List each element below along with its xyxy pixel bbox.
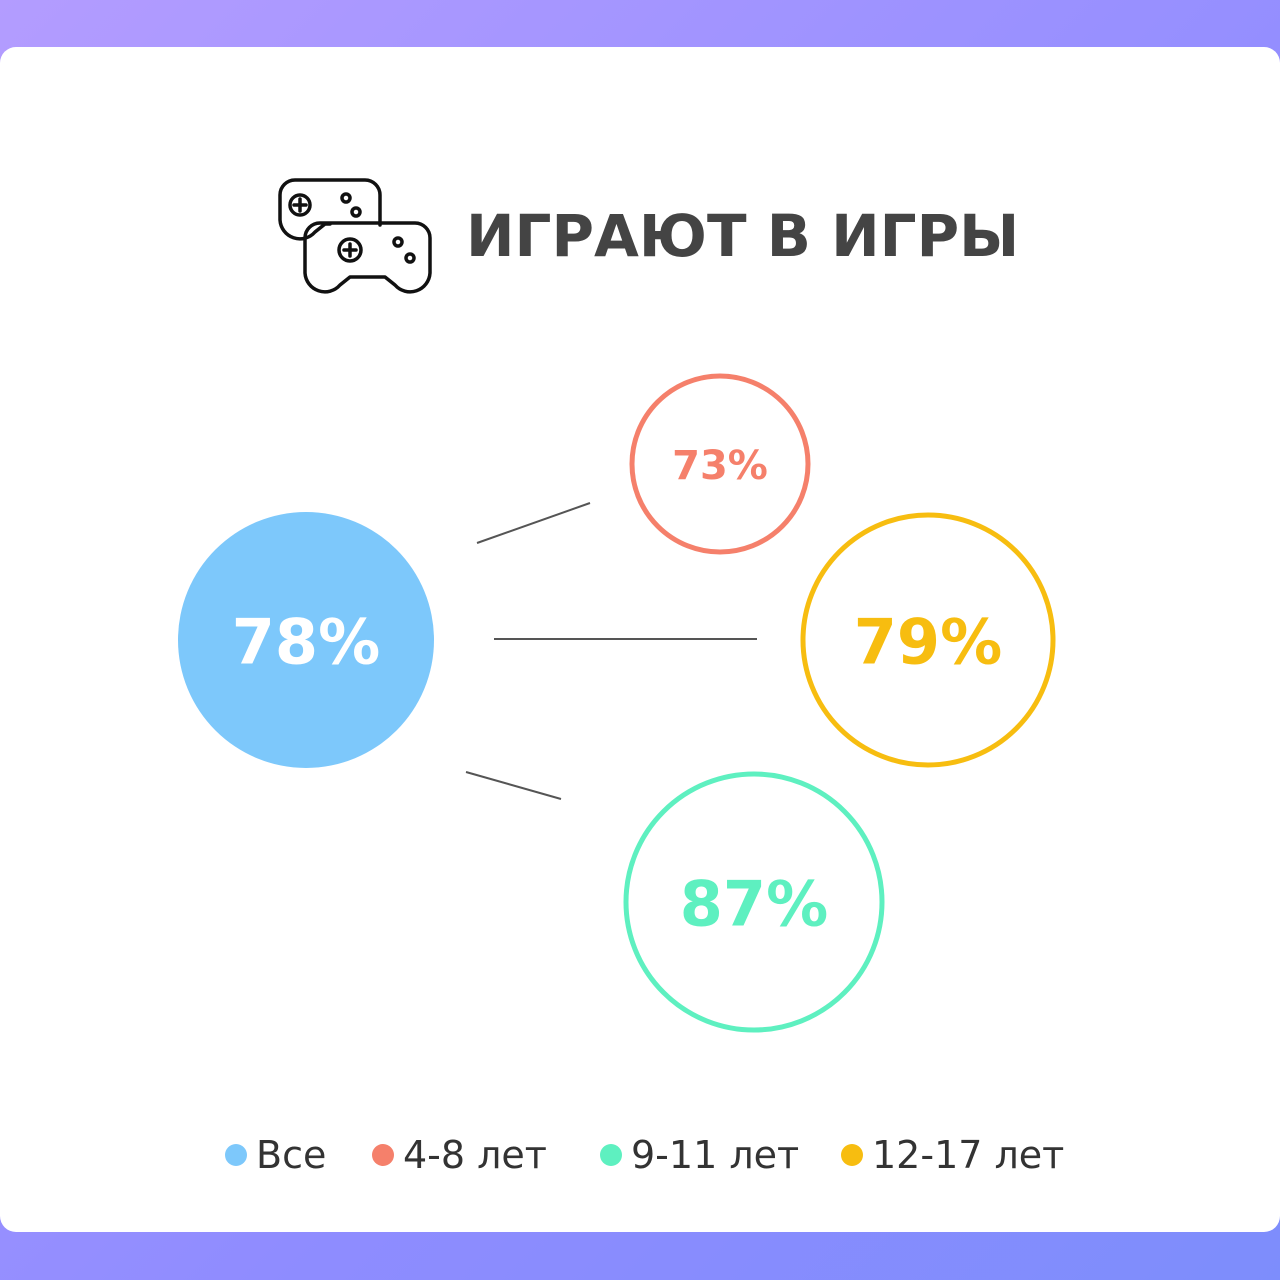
legend-dot bbox=[225, 1144, 247, 1166]
chart-title: ИГРАЮТ В ИГРЫ bbox=[466, 202, 1019, 270]
value-circle bbox=[178, 512, 434, 768]
legend-label: Все bbox=[256, 1133, 326, 1177]
value-label: 78% bbox=[232, 606, 380, 679]
value-circle bbox=[800, 512, 1056, 768]
legend-dot bbox=[841, 1144, 863, 1166]
value-label: 79% bbox=[854, 606, 1002, 679]
legend-dot bbox=[600, 1144, 622, 1166]
connector bbox=[476, 502, 591, 544]
legend-dot bbox=[372, 1144, 394, 1166]
legend-label: 4-8 лет bbox=[403, 1133, 547, 1177]
value-label: 73% bbox=[672, 443, 768, 489]
connector bbox=[465, 771, 562, 800]
legend-label: 12-17 лет bbox=[872, 1133, 1064, 1177]
value-circle bbox=[629, 373, 811, 555]
gamepad-icon bbox=[278, 178, 432, 294]
value-label: 87% bbox=[680, 868, 828, 941]
legend-label: 9-11 лет bbox=[631, 1133, 799, 1177]
value-circle bbox=[623, 771, 885, 1033]
connectors bbox=[465, 502, 757, 800]
